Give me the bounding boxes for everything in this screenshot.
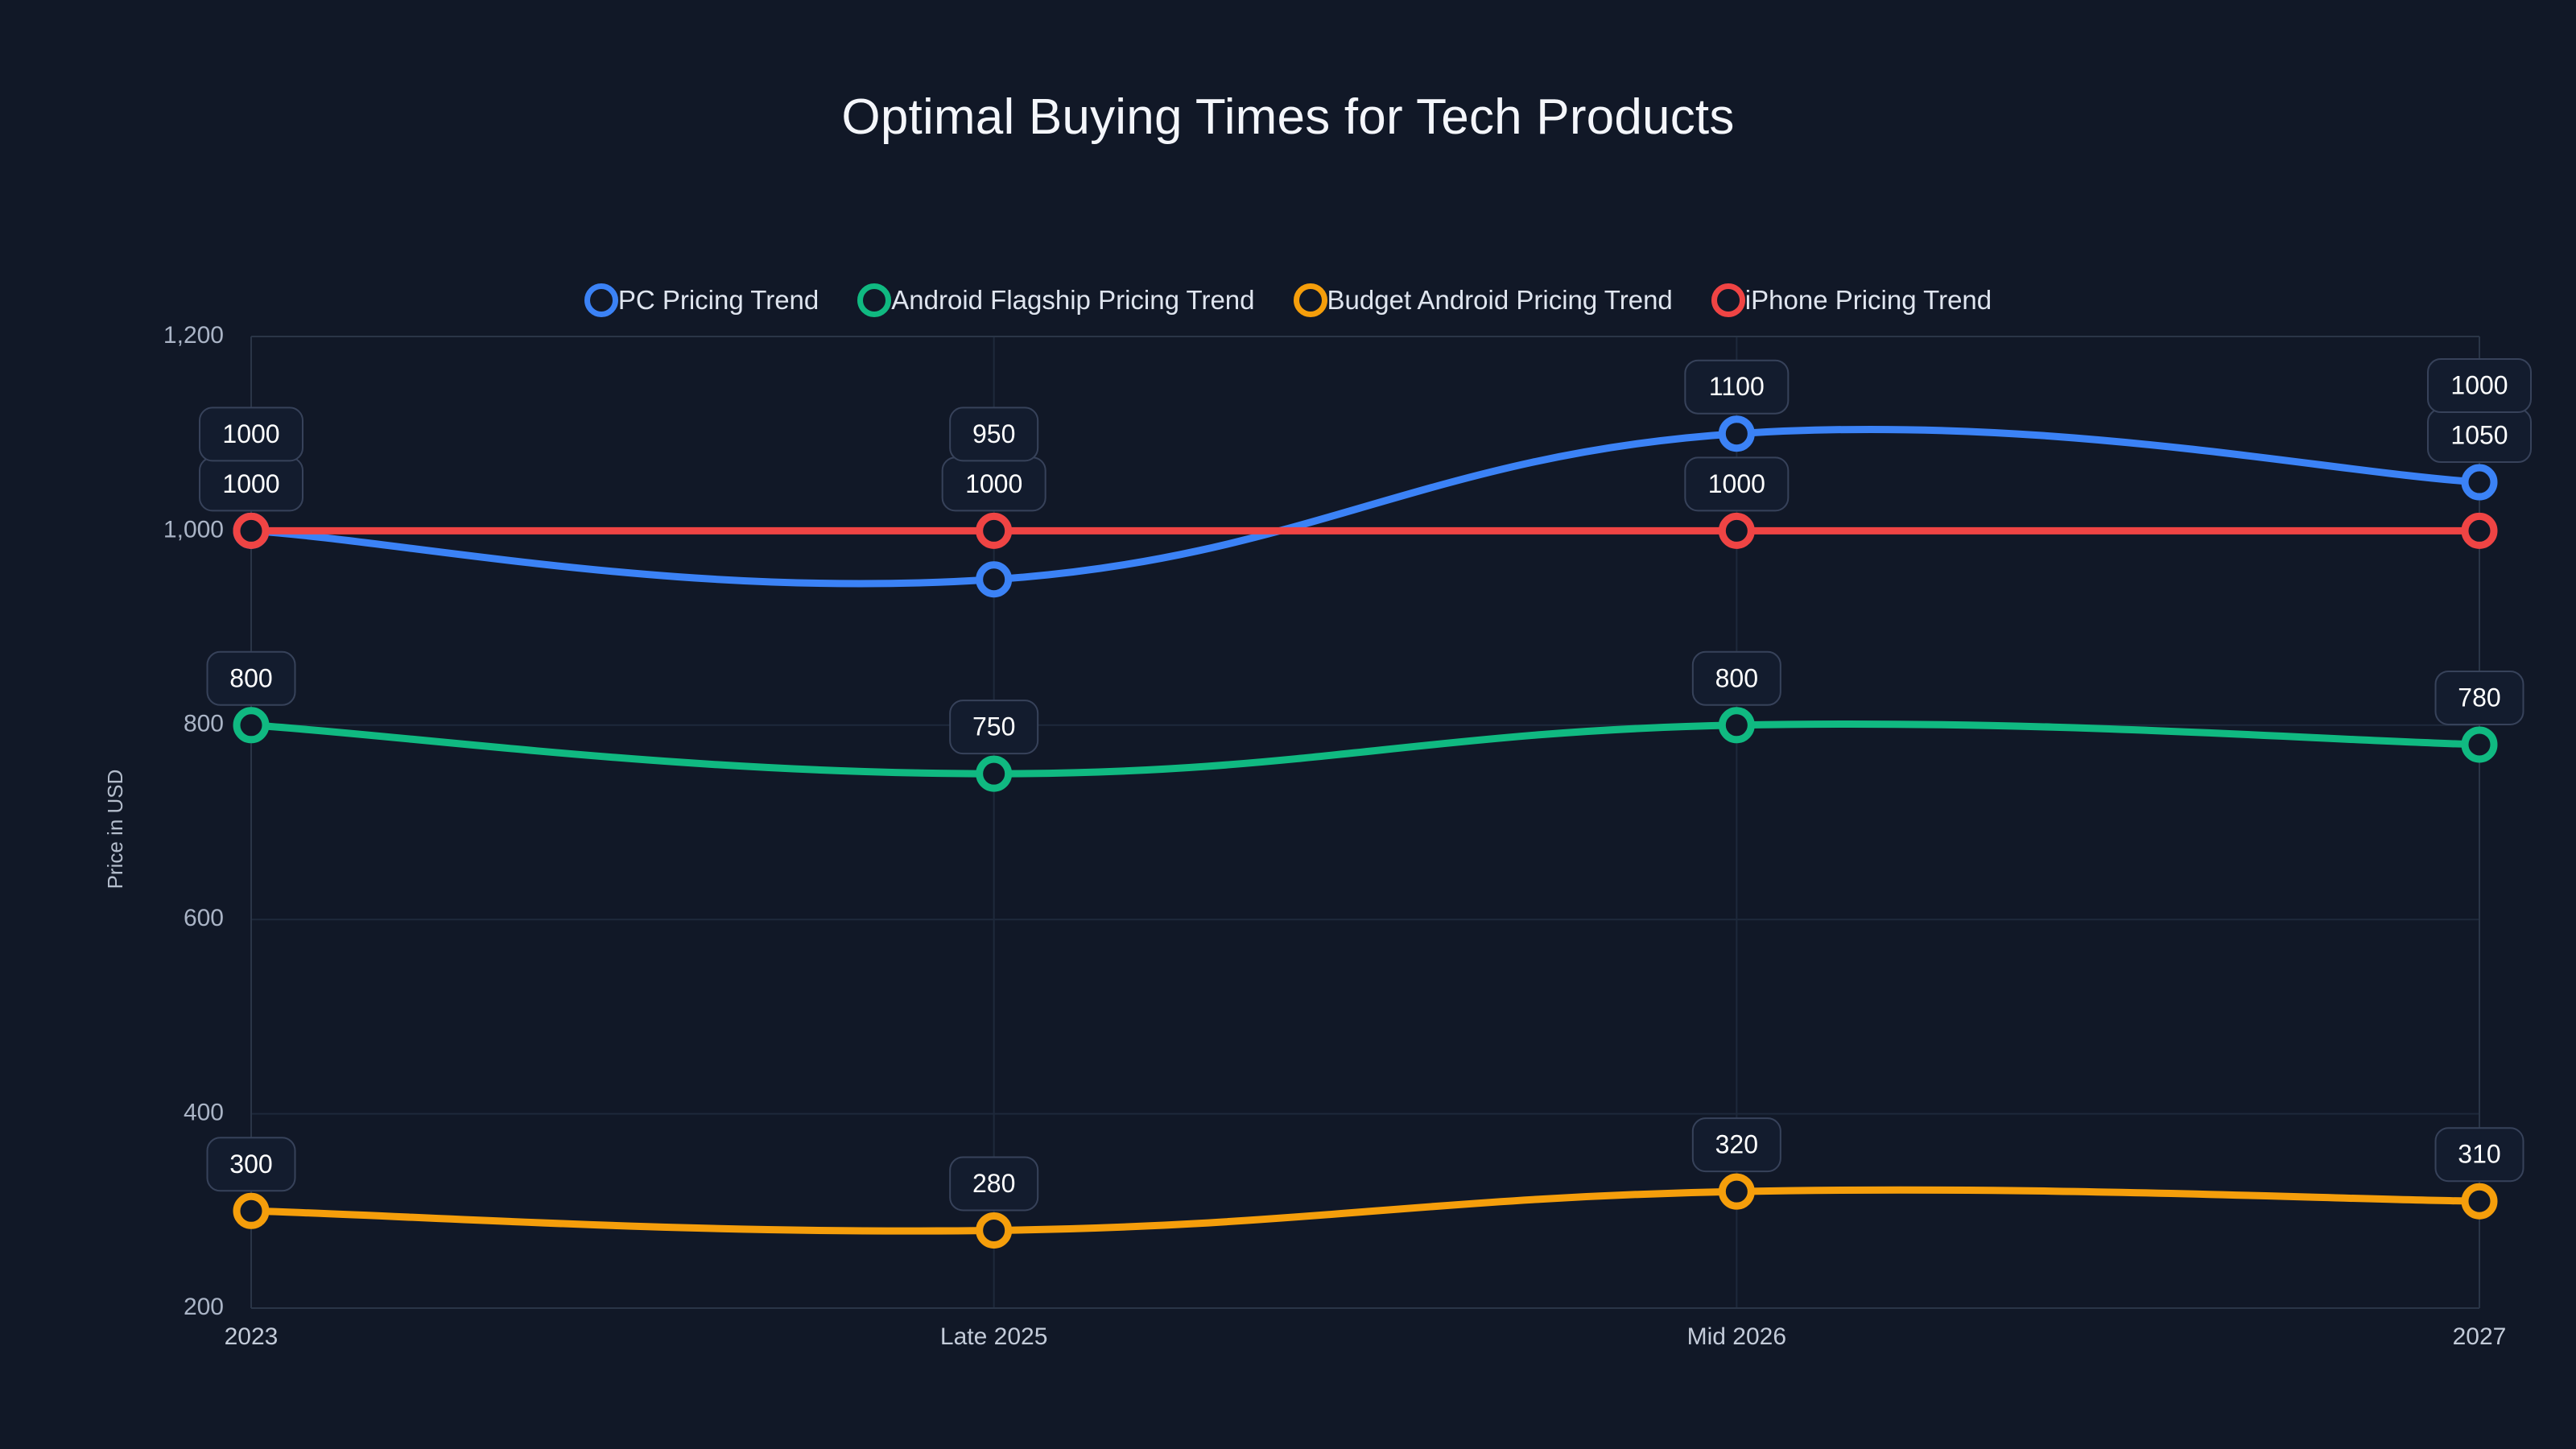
data-point-marker[interactable] xyxy=(2461,512,2498,549)
legend-item-0[interactable]: PC Pricing Trend xyxy=(584,283,819,317)
data-label-box xyxy=(206,650,296,706)
y-axis-ticks: 200 400 600 800 1,000 1,200 xyxy=(163,322,224,1320)
legend-item-label: Android Flagship Pricing Trend xyxy=(891,285,1255,315)
data-label-text: 750 xyxy=(972,712,1015,741)
data-label: 1000 xyxy=(199,456,303,512)
legend-marker-icon xyxy=(584,283,618,317)
legend-item-2[interactable]: Budget Android Pricing Trend xyxy=(1293,283,1673,317)
data-point-marker[interactable] xyxy=(976,1212,1013,1249)
legend-item-3[interactable]: iPhone Pricing Trend xyxy=(1711,283,1992,317)
data-point-marker[interactable] xyxy=(233,512,270,549)
data-label-box xyxy=(949,407,1039,462)
legend-marker-icon xyxy=(1711,283,1745,317)
chart-legend: PC Pricing Trend Android Flagship Pricing… xyxy=(0,283,2576,317)
data-point-marker[interactable] xyxy=(976,755,1013,792)
y-tick-label: 400 xyxy=(184,1100,224,1126)
data-point-marker[interactable] xyxy=(1718,512,1755,549)
data-point-marker[interactable] xyxy=(1718,415,1755,452)
series-markers[interactable] xyxy=(233,415,2498,1249)
grid-lines xyxy=(250,336,2480,1309)
data-label-box xyxy=(2434,670,2524,725)
series-line-0 xyxy=(247,425,2483,588)
data-label-text: 300 xyxy=(229,1150,272,1179)
data-label-box xyxy=(1684,359,1790,415)
x-tick-label: 2023 xyxy=(225,1323,279,1350)
data-label: 1000 xyxy=(941,456,1046,512)
data-label-box xyxy=(1691,650,1781,706)
data-label-text: 280 xyxy=(972,1169,1015,1198)
data-label-box xyxy=(206,1137,296,1192)
data-label: 800 xyxy=(1691,650,1781,706)
data-label: 1100 xyxy=(1684,359,1790,415)
data-label: 300 xyxy=(206,1137,296,1192)
data-label-box xyxy=(949,1156,1039,1212)
data-label-box xyxy=(1691,1117,1781,1173)
x-tick-label: Late 2025 xyxy=(940,1323,1047,1350)
y-tick-label: 1,000 xyxy=(163,516,224,543)
data-point-marker[interactable] xyxy=(233,707,270,744)
y-tick-label: 600 xyxy=(184,905,224,931)
data-point-marker[interactable] xyxy=(2461,726,2498,763)
data-label: 750 xyxy=(949,700,1039,755)
x-tick-label: 2027 xyxy=(2453,1323,2507,1350)
legend-item-label: iPhone Pricing Trend xyxy=(1744,285,1992,315)
data-label-box xyxy=(199,407,303,462)
y-tick-label: 200 xyxy=(184,1294,224,1320)
data-label: 310 xyxy=(2434,1127,2524,1183)
data-label-text: 950 xyxy=(972,419,1015,448)
data-label-text: 1000 xyxy=(222,419,279,448)
y-tick-label: 1,200 xyxy=(163,322,224,349)
data-point-marker[interactable] xyxy=(976,512,1013,549)
data-point-marker[interactable] xyxy=(233,1192,270,1229)
y-axis-title: Price in USD xyxy=(103,770,127,890)
x-axis-ticks: 2023 Late 2025 Mid 2026 2027 xyxy=(225,1323,2507,1350)
data-label-box xyxy=(2427,358,2532,414)
data-label: 1000 xyxy=(2427,358,2532,414)
data-point-marker[interactable] xyxy=(1718,1173,1755,1210)
series-lines xyxy=(247,425,2483,1235)
data-label: 950 xyxy=(949,407,1039,462)
axis-lines xyxy=(250,336,2480,1309)
series-line-2 xyxy=(247,1186,2483,1235)
y-axis-title-text: Price in USD xyxy=(103,770,127,890)
data-label-text: 1050 xyxy=(2450,421,2508,450)
data-label: 320 xyxy=(1691,1117,1781,1173)
data-point-marker[interactable] xyxy=(2461,1183,2498,1220)
data-point-marker[interactable] xyxy=(2461,464,2498,501)
legend-marker-icon xyxy=(857,283,892,317)
data-label: 1000 xyxy=(1684,456,1790,512)
data-label-text: 1000 xyxy=(1708,469,1765,498)
data-label-box xyxy=(2434,1127,2524,1183)
legend-item-label: Budget Android Pricing Trend xyxy=(1327,285,1673,315)
legend-marker-icon xyxy=(1293,283,1327,317)
data-label-text: 1000 xyxy=(222,469,279,498)
page-title: Optimal Buying Times for Tech Products xyxy=(841,89,1735,145)
data-point-marker[interactable] xyxy=(1718,707,1755,744)
legend-item-label: PC Pricing Trend xyxy=(617,285,819,315)
data-label: 1050 xyxy=(2427,408,2532,464)
legend-item-1[interactable]: Android Flagship Pricing Trend xyxy=(857,283,1255,317)
data-label-text: 1000 xyxy=(2450,371,2508,400)
data-label: 1000 xyxy=(199,407,303,462)
y-tick-label: 800 xyxy=(184,711,224,737)
data-label-text: 1100 xyxy=(1709,372,1765,401)
data-point-marker[interactable] xyxy=(976,561,1013,598)
data-labels: 1000 1000 800 300 1000 950 750 280 1100 1000 800 32… xyxy=(199,358,2532,1212)
data-label: 780 xyxy=(2434,670,2524,725)
data-label-text: 780 xyxy=(2458,683,2500,712)
data-label-text: 320 xyxy=(1715,1130,1758,1159)
data-label-box xyxy=(1684,456,1790,512)
data-label-box xyxy=(949,700,1039,755)
data-label-text: 310 xyxy=(2458,1140,2500,1169)
data-label-text: 800 xyxy=(229,663,272,692)
data-label: 280 xyxy=(949,1156,1039,1212)
data-label-text: 1000 xyxy=(965,469,1022,498)
series-line-1 xyxy=(247,720,2483,778)
x-tick-label: Mid 2026 xyxy=(1687,1323,1786,1350)
data-label-text: 800 xyxy=(1715,663,1758,692)
data-label: 800 xyxy=(206,650,296,706)
